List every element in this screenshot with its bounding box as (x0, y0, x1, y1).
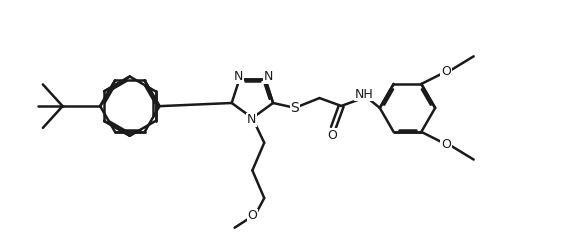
Text: S: S (290, 101, 299, 115)
Text: O: O (248, 209, 257, 222)
Text: N: N (263, 70, 273, 83)
Text: O: O (327, 129, 337, 142)
Text: N: N (247, 114, 256, 126)
Text: O: O (441, 138, 451, 151)
Text: NH: NH (354, 88, 373, 101)
Text: O: O (441, 64, 451, 78)
Text: N: N (234, 70, 244, 83)
